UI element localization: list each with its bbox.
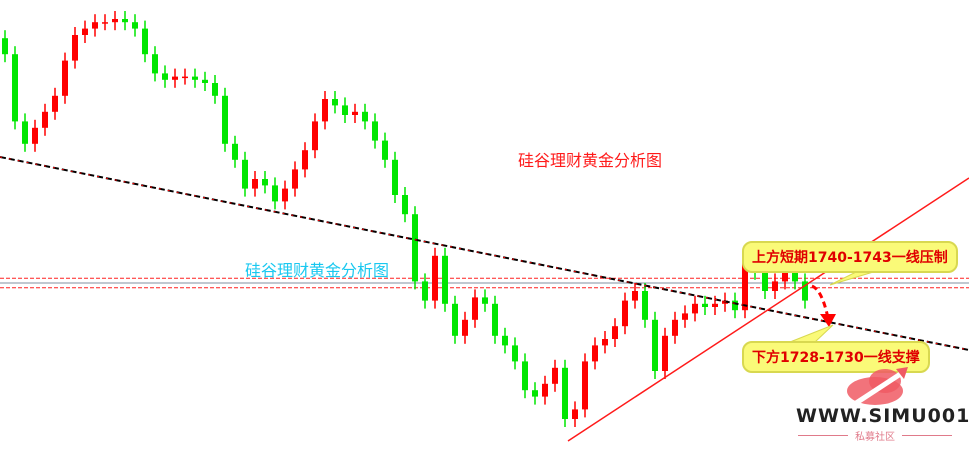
candle-body (362, 111, 368, 122)
candle-body (2, 38, 8, 55)
chart-title: 硅谷理财黄金分析图 (518, 151, 663, 170)
candle-body (572, 409, 578, 419)
candle-body (542, 383, 548, 397)
candle-body (182, 76, 188, 79)
candle-body (642, 291, 648, 320)
candle-body (202, 79, 208, 83)
candle-body (472, 297, 478, 320)
candle-body (552, 367, 558, 384)
candle-body (302, 150, 308, 170)
candle-body (312, 121, 318, 151)
candle-body (72, 35, 78, 61)
candle-body (492, 303, 498, 336)
candle-body (652, 319, 658, 371)
candle-body (342, 105, 348, 115)
candle-body (772, 281, 778, 291)
callout-tail (789, 324, 834, 343)
chart-watermark: 硅谷理财黄金分析图 (245, 261, 390, 280)
candle-body (602, 339, 608, 346)
candle-body (142, 28, 148, 55)
candle-body (352, 111, 358, 115)
candle-body (372, 121, 378, 141)
candle-body (632, 291, 638, 301)
logo: WWW.SIMU001.CN 私募社区 (790, 365, 969, 445)
candle-body (332, 99, 338, 106)
candle-body (782, 271, 788, 282)
candle-body (622, 300, 628, 327)
candle-body (442, 255, 448, 304)
candle-body (172, 76, 178, 80)
candle-body (382, 140, 388, 160)
ascending-trendline (567, 177, 969, 442)
candle-body (702, 303, 708, 307)
candle-body (62, 60, 68, 96)
forecast-arrow (811, 284, 830, 319)
candle-body (712, 303, 718, 307)
candle-body (582, 361, 588, 410)
candle-body (22, 121, 28, 144)
candle-body (742, 262, 748, 311)
candle-body (452, 303, 458, 336)
candle-body (32, 127, 38, 144)
candle-body (672, 319, 678, 336)
candle-body (132, 22, 138, 29)
candle-body (282, 188, 288, 202)
candle-body (292, 169, 298, 189)
candle-body (152, 54, 158, 74)
candle-body (122, 19, 128, 23)
candle-body (692, 303, 698, 314)
candle-body (162, 73, 168, 80)
candle-body (242, 159, 248, 189)
logo-text: WWW.SIMU001.CN (796, 405, 969, 427)
candle-body (262, 179, 268, 186)
candle-body (732, 300, 738, 311)
candle-body (192, 76, 198, 80)
candle-body (392, 159, 398, 195)
candle-body (232, 143, 238, 160)
candle-body (762, 271, 768, 291)
candle-body (502, 335, 508, 346)
candle-body (512, 345, 518, 362)
candle-body (272, 185, 278, 202)
candle-body (252, 179, 258, 189)
candle-body (792, 271, 798, 282)
candle-body (322, 99, 328, 122)
candle-body (412, 214, 418, 282)
candle-body (802, 281, 808, 301)
candle-body (662, 335, 668, 371)
support-annotation: 下方1728-1730一线支撑 (742, 341, 930, 373)
candle-body (112, 19, 118, 23)
candle-body (82, 28, 88, 35)
candle-body (482, 297, 488, 304)
candle-body (12, 54, 18, 122)
candle-body (42, 111, 48, 128)
candle-body (222, 95, 228, 144)
candle-body (422, 281, 428, 301)
candle-body (682, 313, 688, 320)
candle-body (102, 22, 108, 24)
candle-body (562, 367, 568, 419)
candle-body (532, 390, 538, 397)
candle-body (92, 22, 98, 29)
candle-body (612, 326, 618, 339)
descending-trendline (0, 156, 969, 351)
candle-body (52, 95, 58, 112)
candle-body (462, 319, 468, 336)
cloud-arrow-logo-icon (847, 367, 908, 410)
candle-body (432, 255, 438, 301)
resistance-annotation: 上方短期1740-1743一线压制 (742, 241, 958, 273)
logo-subtitle: 私募社区 (790, 428, 960, 443)
arrow-head-icon (820, 314, 836, 327)
candle-body (212, 83, 218, 96)
candle-body (592, 345, 598, 362)
candle-body (522, 361, 528, 391)
candle-body (402, 195, 408, 215)
